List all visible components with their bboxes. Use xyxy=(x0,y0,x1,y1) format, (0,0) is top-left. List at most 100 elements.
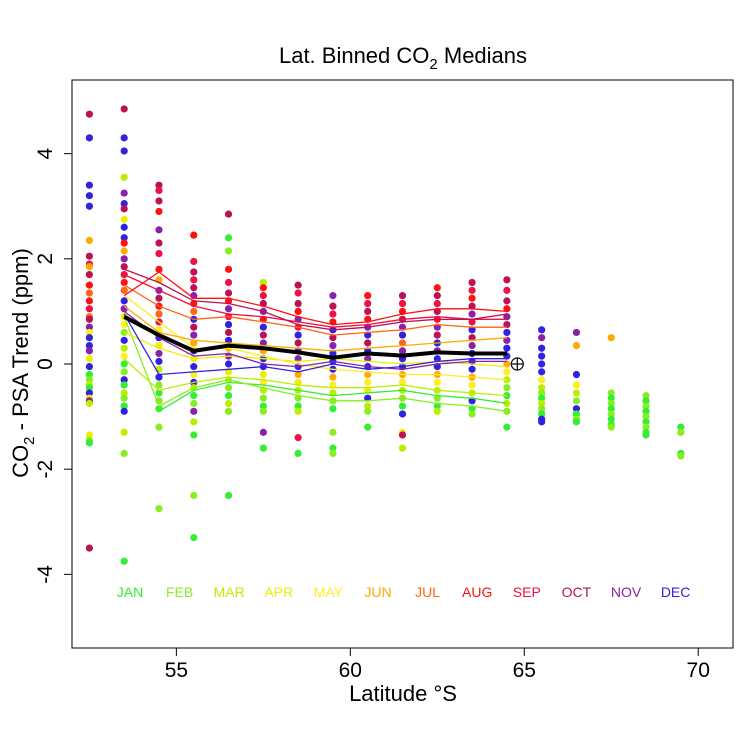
data-point xyxy=(85,202,93,210)
median-line-dec xyxy=(123,313,507,376)
median-line-nov xyxy=(123,310,507,370)
data-point xyxy=(503,320,511,329)
data-point xyxy=(120,205,128,213)
data-point xyxy=(398,331,407,339)
data-point xyxy=(538,360,546,368)
data-point xyxy=(190,407,198,415)
data-point xyxy=(294,339,302,347)
data-point xyxy=(329,349,337,358)
data-point xyxy=(155,186,163,195)
data-point xyxy=(85,544,93,552)
data-point xyxy=(468,286,476,294)
data-point xyxy=(155,381,163,389)
data-point xyxy=(120,360,128,368)
data-point xyxy=(468,302,476,310)
data-point xyxy=(224,247,233,255)
data-point xyxy=(190,276,198,284)
data-point xyxy=(468,381,476,389)
data-point xyxy=(329,334,337,342)
data-point xyxy=(224,407,233,415)
data-point xyxy=(259,292,267,300)
data-point xyxy=(398,339,407,347)
data-point xyxy=(468,341,476,350)
data-point xyxy=(538,368,546,376)
data-point xyxy=(398,431,407,439)
data-point xyxy=(85,376,93,384)
data-point xyxy=(85,252,93,260)
data-point xyxy=(120,297,128,305)
data-point xyxy=(503,384,511,392)
data-point xyxy=(329,310,337,318)
data-point xyxy=(433,378,441,387)
data-point xyxy=(364,394,372,402)
data-point xyxy=(85,289,93,297)
overall-median-line xyxy=(123,314,507,360)
data-point xyxy=(120,255,128,263)
data-point xyxy=(677,423,685,431)
data-point xyxy=(329,449,337,458)
data-point xyxy=(190,363,198,371)
data-point xyxy=(677,452,685,460)
data-point xyxy=(538,418,546,426)
data-point xyxy=(259,284,267,292)
data-point xyxy=(433,299,441,308)
data-point xyxy=(294,281,302,289)
data-point xyxy=(433,402,441,410)
data-point xyxy=(572,418,581,426)
data-point xyxy=(120,239,128,247)
data-point xyxy=(364,378,372,387)
data-point xyxy=(294,355,302,363)
data-point xyxy=(85,389,93,397)
data-point xyxy=(259,370,267,379)
data-point xyxy=(120,352,128,360)
data-point xyxy=(224,399,233,408)
data-point xyxy=(190,431,198,439)
median-line-aug xyxy=(123,271,507,326)
data-point xyxy=(120,286,128,294)
data-point xyxy=(155,357,163,365)
data-point xyxy=(329,381,337,389)
data-point xyxy=(294,289,302,297)
data-point xyxy=(364,407,372,415)
data-point xyxy=(190,323,198,331)
data-point xyxy=(294,307,302,316)
data-point xyxy=(120,428,128,436)
data-point xyxy=(259,323,267,331)
data-point xyxy=(224,320,233,329)
data-point xyxy=(120,278,128,287)
median-line-jun xyxy=(123,305,507,352)
data-point xyxy=(120,234,128,242)
data-point xyxy=(398,444,407,452)
data-point xyxy=(224,265,233,273)
data-point xyxy=(190,284,198,292)
data-point xyxy=(85,305,93,313)
data-point xyxy=(120,247,128,255)
data-point xyxy=(364,355,372,363)
data-point xyxy=(155,249,163,258)
data-point xyxy=(364,307,372,316)
month-label-apr: APR xyxy=(264,584,293,600)
data-point xyxy=(224,384,233,392)
data-point xyxy=(364,339,372,347)
data-point xyxy=(364,386,372,394)
data-point xyxy=(224,234,233,242)
data-point xyxy=(224,278,233,287)
data-point xyxy=(398,299,407,308)
data-point xyxy=(224,289,233,297)
data-point xyxy=(642,423,650,431)
data-point xyxy=(398,378,407,387)
data-point xyxy=(85,363,93,371)
data-point xyxy=(468,365,476,373)
data-point xyxy=(572,370,581,379)
data-point xyxy=(190,268,198,276)
data-point xyxy=(259,278,267,287)
data-point xyxy=(538,394,546,402)
data-point xyxy=(190,331,198,339)
data-point xyxy=(538,389,546,397)
data-point xyxy=(538,410,546,418)
data-point xyxy=(503,423,511,431)
data-point xyxy=(433,407,441,415)
month-label-feb: FEB xyxy=(166,584,193,600)
month-label-jun: JUN xyxy=(364,584,391,600)
